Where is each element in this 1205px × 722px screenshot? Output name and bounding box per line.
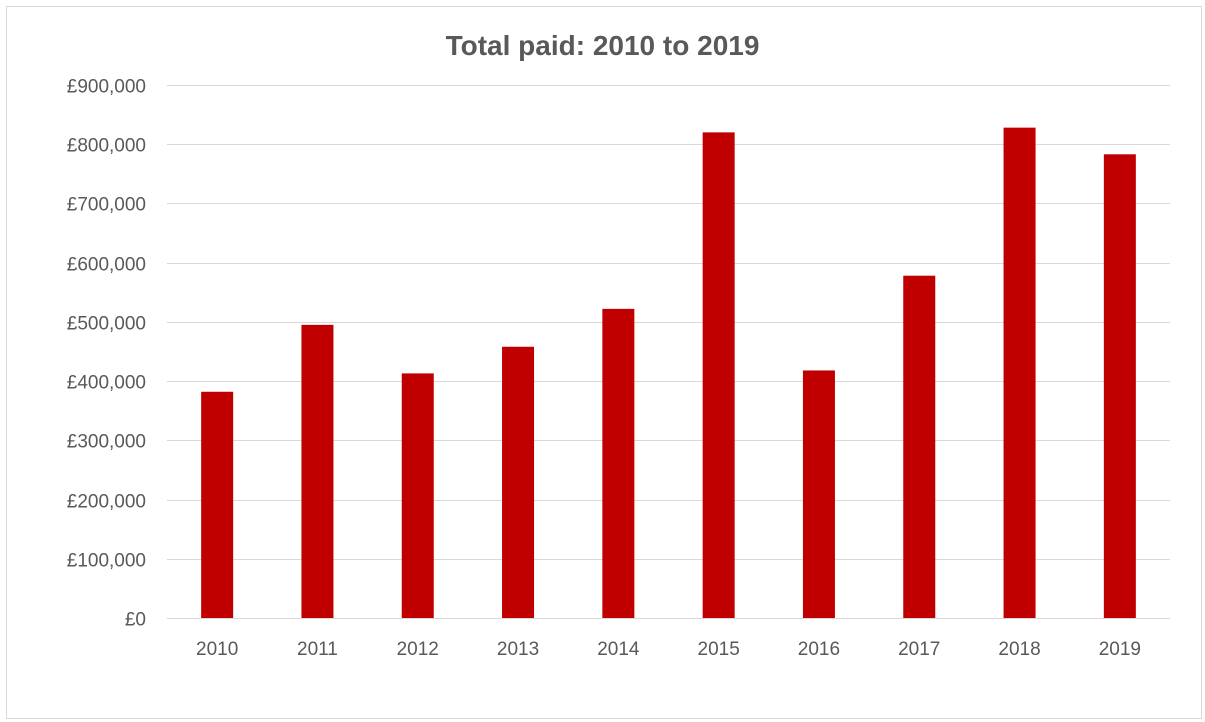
x-tick-label: 2017	[898, 639, 940, 660]
y-tick-label: £500,000	[67, 314, 146, 335]
x-tick-label: 2015	[698, 639, 740, 660]
bar	[802, 370, 835, 618]
y-tick-label: £400,000	[67, 373, 146, 394]
bar	[1103, 154, 1136, 619]
bar	[502, 346, 535, 618]
x-tick-label: 2011	[297, 639, 338, 660]
gridlines	[167, 85, 1170, 619]
bar	[903, 275, 936, 618]
x-axis-tick-labels: 2010 2011 2012 2013 2014 2015 2016 2017 2018 2019	[196, 639, 1141, 660]
bar	[301, 324, 334, 618]
x-tick-label: 2019	[1099, 639, 1141, 660]
y-tick-label: £900,000	[67, 77, 146, 98]
x-tick-label: 2018	[998, 639, 1040, 660]
x-tick-label: 2013	[497, 639, 539, 660]
y-tick-label: £600,000	[67, 255, 146, 276]
chart-title: Total paid: 2010 to 2019	[445, 30, 760, 61]
bar	[702, 132, 735, 618]
y-tick-label: £200,000	[67, 492, 146, 513]
y-axis-tick-labels: £0 £100,000 £200,000 £300,000 £400,000 £500,0…	[67, 77, 146, 631]
bar	[1003, 127, 1036, 618]
y-tick-label: £800,000	[67, 136, 146, 157]
x-tick-label: 2014	[597, 639, 640, 660]
y-tick-label: £0	[125, 610, 146, 631]
y-tick-label: £300,000	[67, 432, 146, 453]
bar	[401, 373, 434, 618]
y-tick-label: £100,000	[67, 551, 146, 572]
bars	[201, 127, 1136, 619]
bar	[602, 308, 635, 618]
x-tick-label: 2010	[196, 639, 238, 660]
y-tick-label: £700,000	[67, 195, 146, 216]
bar	[201, 391, 234, 618]
x-tick-label: 2012	[397, 639, 439, 660]
x-tick-label: 2016	[798, 639, 840, 660]
